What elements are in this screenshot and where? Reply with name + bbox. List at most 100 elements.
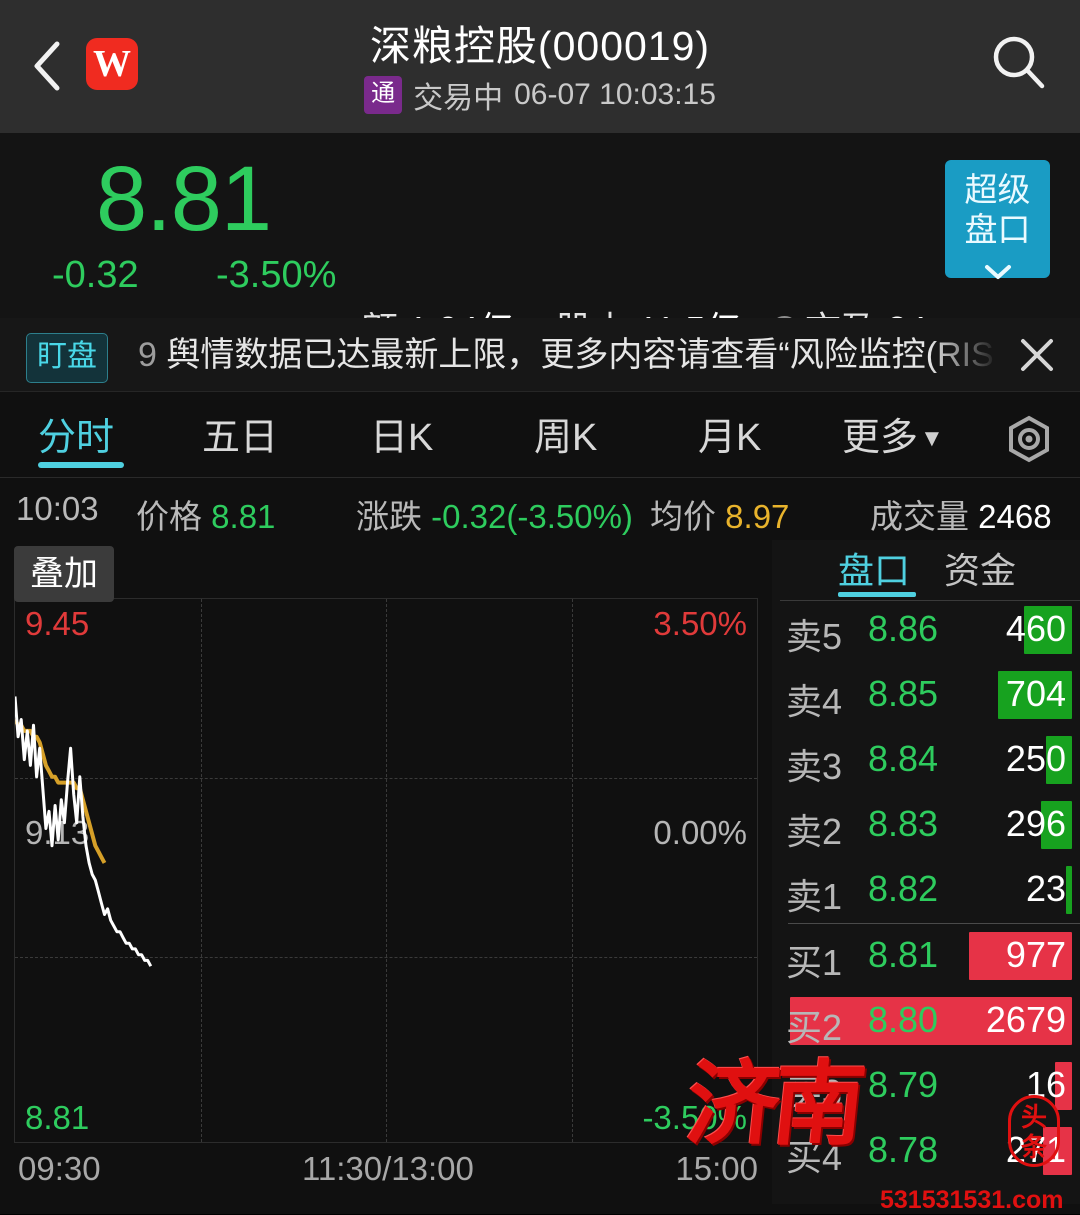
- market-status-line: 通 交易中 06-07 10:03:15: [0, 73, 1080, 117]
- order-book-level: 买3: [786, 1072, 843, 1113]
- readout-avg-label: 均价: [650, 498, 716, 535]
- readout-time: 10:03: [16, 490, 99, 527]
- order-book-row[interactable]: 卖3 8.84 250: [772, 728, 1080, 793]
- wind-logo[interactable]: W: [86, 38, 138, 90]
- connect-badge: 通: [364, 76, 403, 114]
- order-book-row[interactable]: 卖1 8.82 23: [772, 858, 1080, 923]
- order-book-price: 8.81: [868, 934, 939, 975]
- order-book-row[interactable]: 买2 8.80 2679: [772, 989, 1080, 1054]
- x-tick-mid: 11:30/13:00: [302, 1150, 474, 1187]
- order-book-volume: 250: [1005, 738, 1066, 779]
- gridline-vertical: [386, 599, 387, 1142]
- depth-bar: [1046, 736, 1072, 784]
- chart-readout-row: 10:03 价格 8.81 涨跌 -0.32(-3.50%) 均价 8.97 成…: [0, 480, 1080, 540]
- watch-badge[interactable]: 盯盘: [26, 333, 108, 383]
- order-book-price: 8.86: [868, 608, 939, 649]
- order-book-row[interactable]: 卖5 8.86 460: [772, 598, 1080, 663]
- watermark-url: 531531531.com: [880, 1186, 1064, 1214]
- search-button[interactable]: [988, 32, 1050, 94]
- tab-wuri[interactable]: 五日: [202, 417, 279, 459]
- order-book-level: 买1: [786, 942, 843, 983]
- close-icon: [1021, 339, 1053, 371]
- bid-ask-divider: [788, 923, 1080, 924]
- x-tick-close: 15:00: [675, 1150, 758, 1187]
- order-book-price: 8.84: [868, 738, 939, 779]
- orderbook-tab-underline: [838, 592, 916, 597]
- super-orderbook-line2: 盘口: [964, 211, 1031, 248]
- overlay-button[interactable]: 叠加: [14, 546, 114, 602]
- tab-orderbook[interactable]: 盘口: [838, 550, 911, 591]
- chart-plot-area[interactable]: 9.45 3.50% 9.13 0.00% 8.81 -3.50%: [14, 598, 758, 1143]
- tabs-divider: [0, 477, 1080, 478]
- chevron-left-icon: [34, 41, 60, 91]
- news-ticker-bar[interactable]: 盯盘 9 舆情数据已达最新上限，更多内容请查看“风险监控(RIS: [0, 318, 1080, 392]
- caret-down-icon: ▼: [920, 425, 944, 452]
- news-message: 舆情数据已达最新上限，更多内容请查看“风险监控(RIS: [166, 336, 994, 374]
- back-button[interactable]: [28, 38, 68, 94]
- depth-bar: [1041, 801, 1072, 849]
- tab-capital[interactable]: 资金: [944, 550, 1017, 591]
- order-book-volume: 460: [1005, 608, 1066, 649]
- order-book-divider: [780, 600, 1080, 601]
- close-news-button[interactable]: [1014, 332, 1060, 378]
- main-content: 叠加 9.45 3.50% 9.13 0.00% 8.81 -3.50%: [0, 540, 1080, 1204]
- order-book-price: 8.79: [868, 1064, 939, 1105]
- order-book-level: 卖4: [786, 681, 843, 722]
- quote-timestamp: 06-07 10:03:15: [514, 78, 716, 111]
- order-book-level: 卖2: [786, 811, 843, 852]
- readout-price-value: 8.81: [211, 498, 276, 535]
- tab-more[interactable]: 更多▼: [842, 406, 944, 461]
- order-book-volume: 23: [1025, 868, 1066, 909]
- depth-bar: [1024, 606, 1072, 654]
- order-book-price: 8.78: [868, 1129, 939, 1170]
- order-book-row[interactable]: 卖4 8.85 704: [772, 663, 1080, 728]
- order-book-row[interactable]: 买3 8.79 16: [772, 1054, 1080, 1119]
- quote-summary: 8.81 -0.32 -3.50% 额 1.04亿 股本 11.5亿 市盈 24…: [0, 133, 1080, 435]
- order-book-price: 8.85: [868, 673, 939, 714]
- order-book-level: 买4: [786, 1137, 843, 1178]
- tab-zhouk[interactable]: 周K: [534, 417, 598, 459]
- search-icon: [993, 36, 1045, 89]
- tab-fenshi[interactable]: 分时: [38, 417, 115, 459]
- tab-rik[interactable]: 日K: [370, 417, 434, 459]
- chart-settings-button[interactable]: [1002, 412, 1056, 466]
- order-book-volume: 977: [1005, 934, 1066, 975]
- depth-bar: [1066, 866, 1072, 914]
- x-axis: 09:30 11:30/13:00 15:00: [14, 1150, 758, 1200]
- depth-bar: [998, 671, 1072, 719]
- y-axis-bot-pct: -3.50%: [642, 1099, 747, 1136]
- tab-more-label: 更多: [842, 417, 919, 459]
- price-change: -0.32: [52, 254, 139, 296]
- last-price: 8.81: [96, 148, 272, 250]
- average-price-line: [15, 718, 107, 864]
- readout-volume-value: 2468: [978, 498, 1052, 535]
- order-book-row[interactable]: 买1 8.81 977: [772, 924, 1080, 989]
- order-book-row[interactable]: 卖2 8.83 296: [772, 793, 1080, 858]
- tab-yuek[interactable]: 月K: [698, 417, 762, 459]
- news-ticker-text[interactable]: 9 舆情数据已达最新上限，更多内容请查看“风险监控(RIS: [138, 330, 998, 380]
- y-axis-bot-price: 8.81: [25, 1099, 90, 1136]
- page-title: 深粮控股(000019): [369, 23, 711, 69]
- order-book-price: 8.82: [868, 868, 939, 909]
- order-book-level: 买2: [786, 1007, 843, 1048]
- price-series-svg: [15, 696, 153, 967]
- chart-period-tabs: 分时 五日 日K 周K 月K 更多▼: [0, 392, 1080, 480]
- readout-change-label: 涨跌: [356, 498, 422, 535]
- y-axis-top-price: 9.45: [25, 605, 90, 642]
- intraday-chart-panel: 叠加 9.45 3.50% 9.13 0.00% 8.81 -3.50%: [0, 540, 772, 1204]
- super-orderbook-button[interactable]: 超级 盘口: [945, 160, 1050, 279]
- app-header: W 深粮控股(000019) 通 交易中 06-07 10:03:15: [0, 0, 1080, 133]
- gridline-vertical: [571, 599, 573, 1142]
- x-tick-open: 09:30: [18, 1150, 101, 1187]
- order-book-level: 卖1: [786, 876, 843, 917]
- depth-bar: [790, 997, 1072, 1045]
- depth-bar: [1055, 1062, 1072, 1110]
- order-book-volume: 2679: [985, 999, 1066, 1040]
- watermark-badge-line2: 条: [1020, 1133, 1047, 1162]
- super-orderbook-line1: 超级: [964, 171, 1031, 208]
- order-book-volume: 296: [1005, 803, 1066, 844]
- order-book-tabs: 盘口 资金: [772, 540, 1080, 601]
- readout-volume-label: 成交量: [870, 498, 969, 535]
- gridline-vertical: [200, 599, 202, 1142]
